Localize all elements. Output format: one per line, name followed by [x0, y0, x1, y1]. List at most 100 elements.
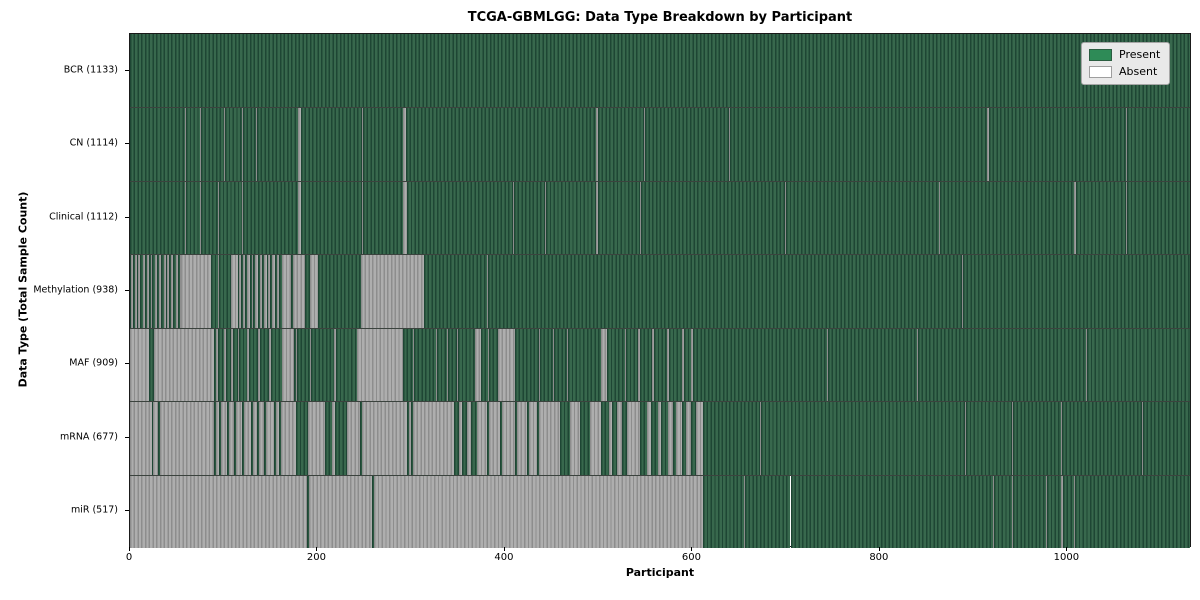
absent-segment — [1060, 475, 1063, 548]
present-segment — [1013, 475, 1046, 548]
absent-segment — [130, 475, 307, 548]
absent-segment — [159, 402, 215, 475]
present-segment — [295, 402, 308, 475]
present-segment — [423, 255, 488, 328]
absent-segment — [246, 255, 250, 328]
absent-segment — [130, 402, 152, 475]
absent-segment — [146, 255, 149, 328]
absent-segment — [167, 255, 170, 328]
present-segment — [211, 255, 218, 328]
heatmap-row-Methylation — [130, 254, 1190, 328]
absent-segment — [238, 255, 242, 328]
present-segment — [270, 255, 273, 328]
absent-segment — [1012, 475, 1014, 548]
absent-segment — [307, 402, 325, 475]
present-segment — [993, 475, 1013, 548]
present-segment — [1046, 475, 1061, 548]
present-segment — [406, 402, 409, 475]
present-segment — [480, 328, 489, 402]
present-segment — [158, 402, 160, 475]
absent-segment — [600, 328, 608, 402]
absent-segment — [217, 181, 219, 255]
absent-segment — [1126, 181, 1128, 255]
heatmap-row-CN — [130, 107, 1190, 181]
present-segment — [318, 255, 362, 328]
absent-segment — [179, 255, 181, 328]
absent-segment — [185, 181, 187, 255]
absent-segment — [569, 402, 580, 475]
absent-segment — [243, 255, 246, 328]
present-segment — [130, 255, 131, 328]
absent-segment — [552, 328, 554, 402]
absent-segment — [150, 255, 153, 328]
present-segment — [639, 328, 653, 402]
x-tick-label: 200 — [306, 552, 326, 563]
absent-segment — [154, 328, 215, 402]
present-segment — [1061, 402, 1143, 475]
absent-segment — [986, 108, 989, 181]
present-segment — [1127, 181, 1190, 255]
y-tick-mark — [125, 436, 129, 438]
present-segment — [587, 328, 601, 402]
absent-segment — [961, 255, 963, 328]
present-segment — [962, 255, 1190, 328]
present-segment — [1075, 181, 1127, 255]
absent-segment — [130, 328, 149, 402]
present-segment — [310, 328, 334, 402]
absent-segment — [260, 255, 262, 328]
present-segment — [515, 402, 518, 475]
x-tick-label: 1000 — [1053, 552, 1080, 563]
present-segment — [539, 328, 553, 402]
x-tick-mark — [878, 547, 880, 551]
y-tick-label: CN (1114) — [69, 137, 118, 149]
present-segment — [157, 255, 159, 328]
present-segment — [304, 255, 310, 328]
absent-segment — [295, 328, 297, 402]
absent-segment — [691, 328, 694, 402]
absent-segment — [280, 402, 296, 475]
present-segment — [301, 108, 362, 181]
present-segment — [227, 402, 230, 475]
absent-segment — [138, 255, 141, 328]
absent-segment — [435, 328, 437, 402]
absent-segment — [332, 402, 335, 475]
absent-segment — [242, 181, 244, 255]
absent-segment — [1012, 402, 1014, 475]
present-segment — [180, 255, 182, 328]
absent-segment — [244, 402, 251, 475]
absent-segment — [590, 402, 601, 475]
absent-segment — [676, 402, 682, 475]
present-segment — [515, 328, 539, 402]
absent-segment — [268, 255, 271, 328]
absent-segment — [275, 402, 279, 475]
absent-segment — [403, 181, 407, 255]
y-tick-mark — [125, 510, 129, 512]
absent-segment — [488, 328, 490, 402]
absent-segment — [652, 328, 654, 402]
present-segment — [372, 475, 375, 548]
present-segment — [177, 255, 180, 328]
absent-segment — [220, 402, 228, 475]
absent-segment — [1073, 475, 1075, 548]
present-segment — [448, 328, 458, 402]
present-segment — [278, 402, 281, 475]
absent-segment — [965, 402, 967, 475]
absent-segment — [538, 402, 561, 475]
absent-segment — [916, 328, 918, 402]
present-segment — [260, 328, 270, 402]
absent-segment — [130, 255, 133, 328]
absent-segment — [528, 402, 537, 475]
absent-segment — [265, 402, 275, 475]
present-segment — [702, 475, 744, 548]
present-segment — [186, 181, 201, 255]
present-segment — [362, 108, 404, 181]
absent-segment — [258, 328, 261, 402]
present-segment — [661, 402, 668, 475]
absent-segment — [992, 475, 994, 548]
x-tick-mark — [691, 547, 693, 551]
absent-segment — [255, 255, 259, 328]
present-segment — [214, 402, 217, 475]
absent-segment — [235, 402, 243, 475]
present-segment — [785, 181, 940, 255]
